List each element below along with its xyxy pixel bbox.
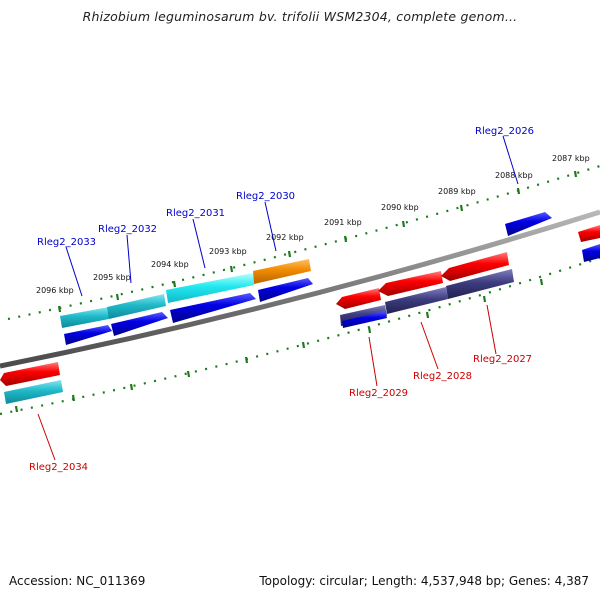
arrow-gene[interactable] xyxy=(64,325,112,345)
forward-gene-row xyxy=(60,212,600,328)
gene-purple-segment[interactable] xyxy=(385,287,448,314)
gene-rleg2-2034-arrow[interactable] xyxy=(0,362,60,386)
outer-major-ticks xyxy=(57,170,578,313)
inner-major-ticks xyxy=(14,278,544,413)
gene-red-arrow[interactable] xyxy=(336,288,381,309)
arrow-gene[interactable] xyxy=(170,293,256,323)
tick-label: 2093 kbp xyxy=(209,247,247,256)
arrow-gene[interactable] xyxy=(258,278,313,302)
forward-leader-lines xyxy=(65,135,519,297)
gene-label-forward[interactable]: Rleg2_2032 xyxy=(98,224,157,235)
gene-rleg2-2027[interactable] xyxy=(441,252,509,281)
gene-rleg2-2032[interactable] xyxy=(107,294,166,319)
outer-tick-track xyxy=(7,164,600,321)
tick-label: 2089 kbp xyxy=(438,187,476,196)
inner-tick-track xyxy=(0,256,600,416)
reverse-leader-lines xyxy=(37,304,497,461)
gene-rleg2-2029-blue[interactable] xyxy=(342,311,387,328)
tick-label: 2088 kbp xyxy=(495,171,533,180)
gene-label-forward[interactable]: Rleg2_2026 xyxy=(475,126,534,137)
tick-label: 2095 kbp xyxy=(93,273,131,282)
gene-label-reverse[interactable]: Rleg2_2034 xyxy=(29,462,88,473)
gene-label-forward[interactable]: Rleg2_2031 xyxy=(166,208,225,219)
gene-rleg2-2031[interactable] xyxy=(166,273,254,303)
arrow-gene[interactable] xyxy=(111,312,168,336)
gene-rleg2-2030[interactable] xyxy=(253,259,311,284)
tick-label: 2096 kbp xyxy=(36,286,74,295)
map-title: Rhizobium leguminosarum bv. trifolii WSM… xyxy=(82,9,518,24)
gene-forward-edge[interactable] xyxy=(578,225,600,242)
tick-label: 2087 kbp xyxy=(552,154,590,163)
gene-rleg2-2033[interactable] xyxy=(60,307,109,328)
gene-label-reverse[interactable]: Rleg2_2027 xyxy=(473,354,532,365)
gene-rleg2-2028[interactable] xyxy=(378,271,443,296)
gene-label-forward[interactable]: Rleg2_2033 xyxy=(37,237,96,248)
tick-label: 2091 kbp xyxy=(324,218,362,227)
blue-arrow-row xyxy=(64,244,600,345)
arrow-gene[interactable] xyxy=(582,244,600,262)
tick-label: 2092 kbp xyxy=(266,233,304,242)
gene-label-forward[interactable]: Rleg2_2030 xyxy=(236,191,295,202)
topology-text: Topology: circular; Length: 4,537,948 bp… xyxy=(259,574,589,588)
gene-rleg2-2034[interactable] xyxy=(4,380,63,404)
gene-label-reverse[interactable]: Rleg2_2029 xyxy=(349,388,408,399)
tick-label: 2090 kbp xyxy=(381,203,419,212)
tick-labels: 2096 kbp 2095 kbp 2094 kbp 2093 kbp 2092… xyxy=(36,154,590,295)
gene-label-reverse[interactable]: Rleg2_2028 xyxy=(413,371,472,382)
gene-labels: Rleg2_2033 Rleg2_2032 Rleg2_2031 Rleg2_2… xyxy=(29,126,534,473)
reverse-gene-row xyxy=(0,252,514,404)
tick-label: 2094 kbp xyxy=(151,260,189,269)
accession-text: Accession: NC_011369 xyxy=(9,574,146,588)
genome-backbone xyxy=(0,209,600,369)
gene-purple-segment[interactable] xyxy=(446,269,514,299)
gene-rleg2-2026[interactable] xyxy=(505,212,552,236)
